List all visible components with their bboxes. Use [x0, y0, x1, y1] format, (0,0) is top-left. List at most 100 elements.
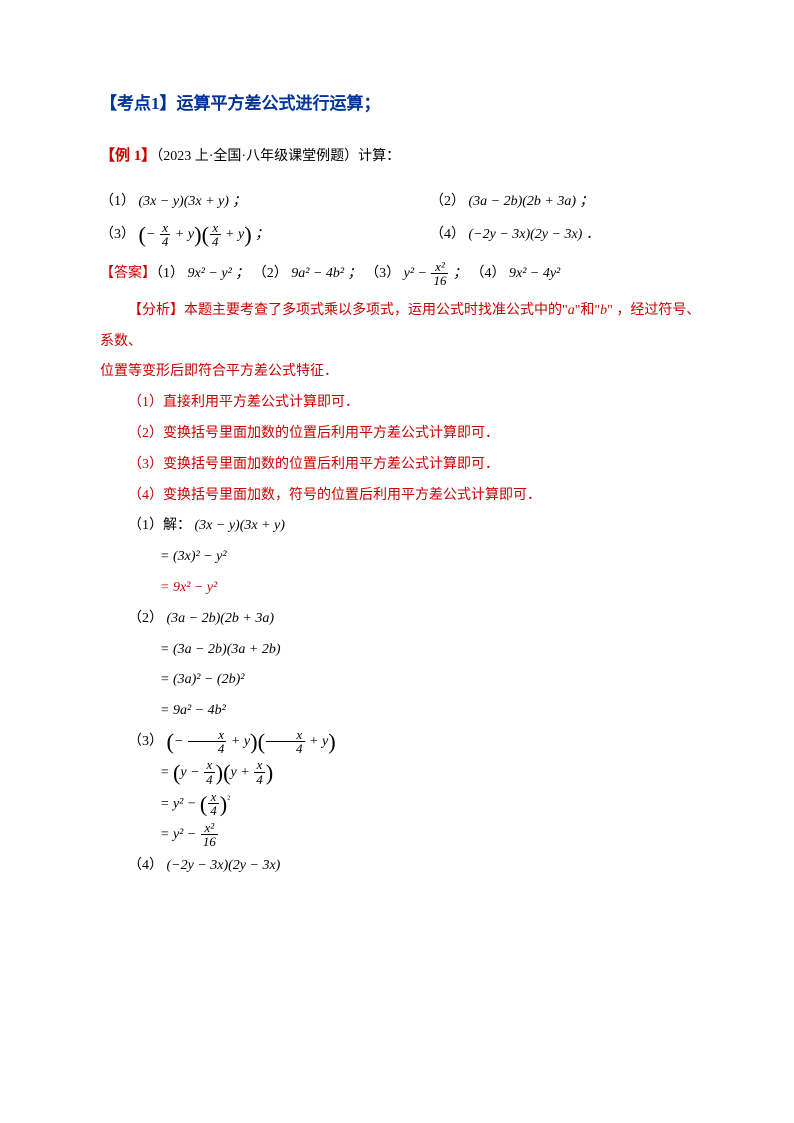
- sol-step: = y² − (x4)²: [100, 789, 714, 820]
- problem-formula: (− x4 + y)(x4 + y) ；: [139, 227, 270, 242]
- answer-num: （1）: [156, 266, 184, 281]
- den: 4: [208, 804, 219, 818]
- sol-num: （4）: [128, 858, 163, 873]
- term: + y: [306, 734, 329, 749]
- term: y −: [180, 765, 203, 780]
- den: 4: [160, 235, 171, 249]
- analysis-label: 【分析】: [128, 303, 184, 318]
- answer-line: 【答案】（1） 9x² − y² ； （2） 9a² − 4b² ； （3） y…: [100, 259, 714, 290]
- num: x: [266, 728, 305, 743]
- answer-formula: 9x² − 4y²: [509, 266, 560, 281]
- num: x: [188, 728, 227, 743]
- analysis-line: 【分析】本题主要考查了多项式乘以多项式，运用公式时找准公式中的"a"和"b" ，…: [100, 296, 714, 358]
- num: x: [254, 758, 265, 773]
- fraction: x4: [204, 758, 215, 786]
- term: + y: [222, 227, 245, 242]
- solution-1: （1）解： (3x − y)(3x + y): [100, 511, 714, 542]
- fraction: x4: [188, 728, 227, 756]
- solution-2: （2） (3a − 2b)(2b + 3a): [100, 604, 714, 635]
- problem-num: （2）: [430, 194, 465, 209]
- example-header: 【例 1】（2023 上·全国·八年级课堂例题）计算：: [100, 140, 714, 173]
- text: "和": [575, 303, 600, 318]
- term: −: [146, 227, 159, 242]
- text: 本题主要考查了多项式乘以多项式，运用公式时找准公式中的": [184, 303, 568, 318]
- problem-formula: (3a − 2b)(2b + 3a) ；: [469, 194, 594, 209]
- answer-formula: 9x² − y² ；: [188, 266, 250, 281]
- sol-num: （3）: [128, 734, 163, 749]
- answer-label: 【答案】: [100, 266, 156, 281]
- sol-step: = (y − x4)(y + x4): [100, 758, 714, 789]
- problem-row-1: （1） (3x − y)(3x + y) ； （2） (3a − 2b)(2b …: [100, 187, 714, 218]
- sol-num: （2）: [128, 611, 163, 626]
- problem-formula: (−2y − 3x)(2y − 3x) ．: [469, 227, 600, 242]
- term: y +: [231, 765, 254, 780]
- num: x: [204, 758, 215, 773]
- den: 4: [188, 742, 227, 756]
- problem-2: （2） (3a − 2b)(2b + 3a) ；: [430, 187, 760, 218]
- answer-num: （4）: [470, 266, 505, 281]
- term: y² −: [404, 266, 431, 281]
- problem-num: （1）: [100, 194, 135, 209]
- problem-num: （4）: [430, 227, 465, 242]
- answer-num: （2）: [253, 266, 288, 281]
- term: + y: [171, 227, 194, 242]
- den: 4: [210, 235, 221, 249]
- sol-step: = (3a)² − (2b)²: [100, 665, 714, 696]
- fraction: x4: [208, 790, 219, 818]
- analysis-step: （2）变换括号里面加数的位置后利用平方差公式计算即可．: [100, 419, 714, 450]
- num: x: [160, 221, 171, 236]
- sep: ；: [449, 266, 467, 281]
- analysis-line: 位置等变形后即符合平方差公式特征．: [100, 357, 714, 388]
- solution-4: （4） (−2y − 3x)(2y − 3x): [100, 851, 714, 882]
- answer-formula: 9a² − 4b² ；: [291, 266, 361, 281]
- sep: ；: [252, 227, 270, 242]
- problem-3: （3） (− x4 + y)(x4 + y) ；: [100, 220, 430, 251]
- sol-step: = y² − x²16: [100, 820, 714, 851]
- section-title: 【考点1】运算平方差公式进行运算；: [100, 85, 714, 122]
- sol-formula: (3a − 2b)(2b + 3a): [167, 611, 275, 626]
- sol-formula: (3x − y)(3x + y): [195, 518, 285, 533]
- fraction: x4: [210, 221, 221, 249]
- fraction: x²16: [431, 260, 448, 288]
- sol-num: （1）解：: [128, 518, 191, 533]
- fraction: x²16: [201, 821, 218, 849]
- problem-1: （1） (3x − y)(3x + y) ；: [100, 187, 430, 218]
- analysis-step: （3）变换括号里面加数的位置后利用平方差公式计算即可．: [100, 450, 714, 481]
- example-label: 【例 1】: [100, 148, 156, 164]
- fraction: x4: [254, 758, 265, 786]
- num: x²: [201, 821, 218, 836]
- solution-3: （3） (− x4 + y)(x4 + y): [100, 727, 714, 758]
- term: + y: [227, 734, 250, 749]
- num: x: [208, 790, 219, 805]
- den: 4: [254, 773, 265, 787]
- num: x²: [431, 260, 448, 275]
- example-source: （2023 上·全国·八年级课堂例题）计算：: [156, 149, 400, 164]
- problem-4: （4） (−2y − 3x)(2y − 3x) ．: [430, 220, 760, 251]
- num: x: [210, 221, 221, 236]
- den: 4: [204, 773, 215, 787]
- var: a: [568, 303, 575, 318]
- problem-formula: (3x − y)(3x + y) ；: [139, 194, 247, 209]
- sup: ²: [227, 794, 230, 805]
- eq: =: [160, 765, 173, 780]
- problem-row-2: （3） (− x4 + y)(x4 + y) ； （4） (−2y − 3x)(…: [100, 220, 714, 251]
- answer-num: （3）: [365, 266, 400, 281]
- sol-formula: (−2y − 3x)(2y − 3x): [167, 858, 281, 873]
- fraction: x4: [266, 728, 305, 756]
- analysis-step: （4）变换括号里面加数，符号的位置后利用平方差公式计算即可．: [100, 481, 714, 512]
- term: −: [174, 734, 187, 749]
- den: 4: [266, 742, 305, 756]
- fraction: x4: [160, 221, 171, 249]
- analysis-step: （1）直接利用平方差公式计算即可．: [100, 388, 714, 419]
- term: = y² −: [160, 796, 200, 811]
- den: 16: [431, 274, 448, 288]
- analysis: 【分析】本题主要考查了多项式乘以多项式，运用公式时找准公式中的"a"和"b" ，…: [100, 296, 714, 512]
- problem-num: （3）: [100, 227, 135, 242]
- sol-step: = 9x² − y²: [100, 573, 714, 604]
- sol-step: = 9a² − 4b²: [100, 696, 714, 727]
- page: 【考点1】运算平方差公式进行运算； 【例 1】（2023 上·全国·八年级课堂例…: [0, 0, 794, 922]
- term: = y² −: [160, 827, 200, 842]
- den: 16: [201, 835, 218, 849]
- sol-step: = (3a − 2b)(3a + 2b): [100, 635, 714, 666]
- sol-step: = (3x)² − y²: [100, 542, 714, 573]
